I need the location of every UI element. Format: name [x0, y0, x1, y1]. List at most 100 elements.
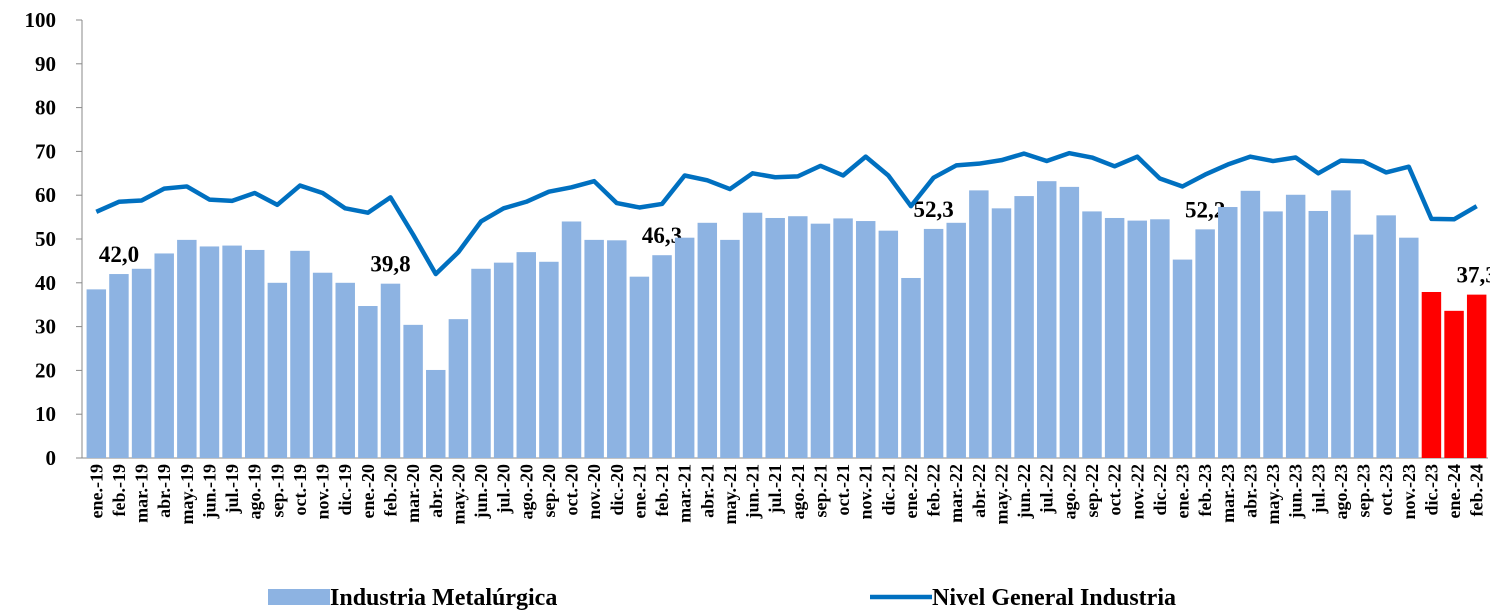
x-tick-label: dic.-19: [335, 464, 355, 516]
bar: [1150, 219, 1170, 458]
bar: [380, 283, 401, 458]
y-tick-label: 90: [35, 52, 56, 76]
bar: [539, 261, 559, 458]
x-tick-label: jun.-20: [471, 464, 491, 520]
bar: [471, 268, 491, 458]
x-tick-label: jun.-19: [199, 464, 219, 520]
x-tick-label: nov.-20: [584, 464, 604, 520]
bar: [1082, 211, 1102, 458]
x-tick-label: abr.-22: [969, 464, 989, 518]
bar: [358, 306, 378, 458]
y-tick-label: 30: [35, 315, 56, 339]
bar: [901, 277, 921, 458]
x-tick-label: jul.-21: [765, 464, 785, 515]
bar: [991, 208, 1012, 458]
x-tick-label: jun.-23: [1286, 464, 1306, 520]
x-tick-label: mar.-22: [946, 464, 966, 523]
bar: [1195, 229, 1215, 458]
bar: [652, 255, 672, 458]
x-tick-label: ene.-21: [629, 464, 649, 518]
bar: [1218, 207, 1238, 458]
x-tick-label: oct.-19: [290, 464, 310, 515]
x-tick-label: ago.-20: [516, 464, 536, 520]
bar: [177, 239, 197, 458]
bar: [1059, 186, 1080, 459]
data-label: 37,3: [1457, 263, 1490, 288]
y-tick-label: 80: [35, 96, 56, 120]
x-tick-label: abr.-23: [1240, 464, 1260, 518]
bar: [607, 240, 627, 458]
x-tick-label: oct.-23: [1376, 464, 1396, 515]
x-tick-label: ene.-20: [358, 464, 378, 518]
y-tick-label: 50: [35, 227, 56, 251]
bar: [788, 216, 808, 458]
x-tick-label: ene.-23: [1173, 464, 1193, 518]
bar: [969, 190, 989, 458]
bar: [946, 222, 966, 458]
bar: [629, 276, 650, 458]
x-tick-label: ago.-21: [788, 464, 808, 520]
x-tick-label: jun.-21: [743, 464, 763, 520]
x-tick-label: dic.-21: [878, 464, 898, 516]
x-tick-label: sep.-19: [267, 464, 287, 518]
bar: [222, 245, 242, 458]
y-tick-label: 40: [35, 271, 56, 295]
x-tick-label: feb.-20: [380, 464, 400, 517]
y-tick-label: 100: [25, 8, 57, 32]
bar: [335, 282, 355, 458]
x-tick-label: mar.-19: [132, 464, 152, 523]
legend-swatch: [268, 589, 330, 605]
bar: [403, 324, 423, 458]
bar: [765, 217, 785, 458]
bar: [516, 252, 536, 458]
x-tick-label: feb.-24: [1467, 464, 1487, 517]
bar: [199, 246, 220, 458]
x-tick-label: oct.-21: [833, 464, 853, 515]
x-tick-label: nov.-22: [1127, 464, 1147, 520]
x-tick-label: ene.-19: [86, 464, 106, 518]
bar: [878, 230, 899, 458]
bar: [312, 272, 333, 458]
x-tick-label: ago.-22: [1059, 464, 1079, 520]
legend-label: Nivel General Industria: [932, 585, 1176, 610]
x-tick-label: may.-20: [448, 464, 468, 525]
x-tick-label: may.-22: [991, 464, 1011, 525]
bar: [1331, 190, 1351, 458]
x-tick-label: jul.-19: [222, 464, 242, 515]
x-tick-label: abr.-20: [426, 464, 446, 518]
bar: [1263, 211, 1283, 458]
x-tick-label: jun.-22: [1014, 464, 1034, 520]
x-tick-label: sep.-23: [1354, 464, 1374, 518]
bar: [1399, 237, 1419, 458]
bar: [742, 212, 763, 458]
bar: [1014, 196, 1034, 459]
y-tick-label: 60: [35, 183, 56, 207]
x-tick-label: feb.-21: [652, 464, 672, 517]
bar: [674, 237, 695, 458]
x-tick-label: jul.-22: [1037, 464, 1057, 515]
x-tick-label: abr.-19: [154, 464, 174, 518]
bar: [426, 369, 446, 458]
bar: [697, 222, 718, 458]
x-tick-label: may.-23: [1263, 464, 1283, 525]
bar: [1104, 217, 1125, 458]
x-tick-label: mar.-23: [1218, 464, 1238, 523]
bar: [290, 250, 310, 458]
x-tick-label: ene.-24: [1444, 464, 1464, 518]
y-tick-label: 10: [35, 402, 56, 426]
bar: [1466, 294, 1487, 458]
bar: [1308, 210, 1329, 458]
x-tick-label: dic.-20: [607, 464, 627, 516]
x-tick-label: oct.-22: [1105, 464, 1125, 515]
x-tick-label: jul.-23: [1308, 464, 1328, 515]
x-tick-label: jul.-20: [494, 464, 514, 515]
x-tick-label: dic.-22: [1150, 464, 1170, 516]
x-tick-label: ago.-19: [245, 464, 265, 520]
bar: [86, 289, 107, 458]
bar: [109, 274, 129, 458]
bar: [1037, 181, 1057, 458]
x-tick-label: sep.-22: [1082, 464, 1102, 518]
x-tick-label: feb.-19: [109, 464, 129, 517]
bar: [720, 239, 740, 458]
